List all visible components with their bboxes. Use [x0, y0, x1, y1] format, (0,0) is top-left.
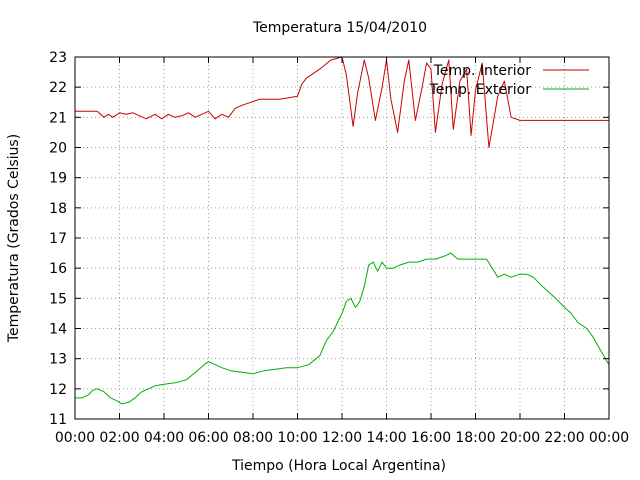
chart-title: Temperatura 15/04/2010 [252, 20, 427, 36]
y-tick-label: 19 [49, 171, 67, 187]
data-series [75, 56, 610, 405]
x-tick-label: 12:00 [322, 430, 362, 446]
x-tick-label: 10:00 [277, 430, 317, 446]
y-tick-label: 18 [49, 201, 67, 217]
x-tick-label: 16:00 [411, 430, 451, 446]
x-tick-label: 02:00 [99, 430, 139, 446]
x-tick-label: 04:00 [144, 430, 184, 446]
y-tick-label: 11 [49, 412, 67, 428]
x-tick-label: 22:00 [544, 430, 584, 446]
y-tick-label: 15 [49, 291, 67, 307]
series-line-interior [75, 56, 609, 148]
y-tick-label: 13 [49, 352, 67, 368]
x-tick-label: 18:00 [455, 430, 495, 446]
grid-lines [75, 57, 609, 419]
y-tick-label: 12 [49, 382, 67, 398]
x-tick-label: 00:00 [55, 430, 95, 446]
y-tick-label: 23 [49, 50, 67, 66]
x-axis-ticks: 00:00 02:00 04:00 06:00 08:00 10:00 12:00 14:00… [55, 57, 629, 446]
y-tick-label: 16 [49, 261, 67, 277]
y-tick-label: 20 [49, 141, 67, 157]
x-tick-label: 20:00 [500, 430, 540, 446]
x-tick-label: 00:00 [589, 430, 629, 446]
x-axis-label: Tiempo (Hora Local Argentina) [231, 458, 446, 474]
y-tick-label: 17 [49, 231, 67, 247]
y-axis-ticks: 11 12 13 14 15 16 17 18 19 20 21 22 23 [49, 50, 609, 428]
y-axis-label: Temperatura (Grados Celsius) [6, 134, 22, 343]
y-tick-label: 22 [49, 80, 67, 96]
legend-label: Temp. Exterior [429, 82, 532, 98]
y-tick-label: 21 [49, 110, 67, 126]
legend: Temp. Interior Temp. Exterior [429, 63, 589, 98]
legend-label: Temp. Interior [433, 63, 532, 79]
x-tick-label: 06:00 [188, 430, 228, 446]
series-line-exterior [75, 252, 610, 405]
x-tick-label: 14:00 [366, 430, 406, 446]
x-tick-label: 08:00 [233, 430, 273, 446]
y-tick-label: 14 [49, 322, 67, 338]
